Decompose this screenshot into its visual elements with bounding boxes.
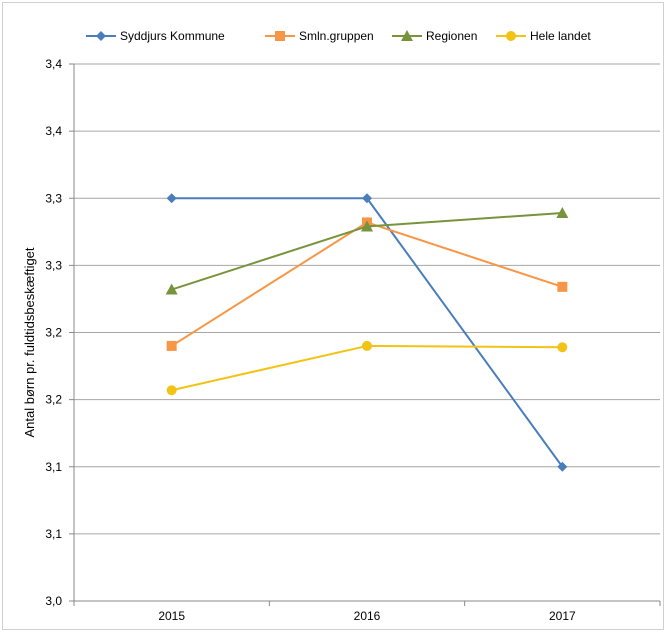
x-tick-labels: 2015 2016 2017 [73,601,661,623]
y-tick-label: 3,0 [45,594,62,608]
y-tick-label: 3,1 [45,460,62,474]
y-tick-label: 3,3 [45,191,62,205]
y-tick-label: 3,4 [45,57,62,71]
series-layer [165,193,569,472]
x-tick-label: 2015 [158,609,185,623]
legend-item: Smln.gruppen [265,29,374,43]
legend-swatch-marker [506,31,516,41]
y-tick-label: 3,4 [45,124,62,138]
axes [73,64,660,602]
legend-item: Regionen [392,29,477,43]
data-point [166,385,177,396]
y-tick-label: 3,1 [45,527,62,541]
y-tick-label: 3,2 [45,393,62,407]
legend-label: Smln.gruppen [299,29,374,43]
legend-label: Syddjurs Kommune [120,29,225,43]
legend-item: Hele landet [496,29,591,43]
series-0 [166,193,568,472]
series-2 [165,207,569,295]
y-axis-title: Antal børn pr. fuldtidsbeskæftiget [22,247,37,437]
legend-label: Regionen [426,29,477,43]
data-point [166,193,177,204]
data-point [362,340,372,351]
y-tick-label: 3,2 [45,326,62,340]
x-tick-label: 2017 [549,609,576,623]
data-point [557,281,568,292]
x-tick-label: 2016 [354,609,381,623]
legend-swatch-marker [275,31,285,41]
y-tick-labels: 3,0 3,1 3,1 3,2 3,2 3,3 3,3 3,4 3,4 [45,57,62,608]
legend: Syddjurs Kommune Smln.gruppen Regionen Hele… [86,29,591,43]
data-point [362,193,372,204]
legend-swatch-marker [96,31,106,41]
series-line [171,221,563,347]
data-point [165,283,178,295]
legend-item: Syddjurs Kommune [86,29,225,43]
data-point [557,461,568,472]
series-3 [166,340,568,396]
y-tick-label: 3,3 [45,258,62,272]
series-line [171,344,563,392]
gridlines [69,63,660,602]
data-point [556,207,569,219]
data-point [166,340,177,351]
data-point [557,342,568,353]
legend-label: Hele landet [530,29,591,43]
series-1 [166,217,568,351]
data-point [361,220,373,232]
legend-swatch-marker [401,30,413,41]
